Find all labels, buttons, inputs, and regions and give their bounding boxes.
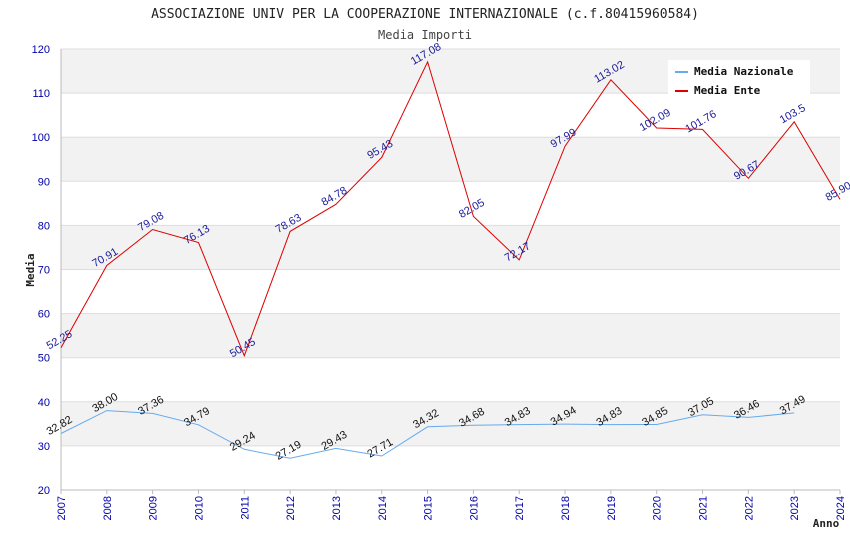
y-tick-label: 70 [38, 265, 50, 277]
y-tick-label: 40 [38, 397, 50, 409]
x-tick-label: 2017 [514, 496, 526, 520]
legend-label-ente: Media Ente [694, 84, 761, 97]
x-axis-label: Anno [813, 517, 840, 530]
plot-band [61, 313, 840, 358]
x-tick-label: 2023 [789, 496, 801, 520]
plot-band [61, 137, 840, 182]
legend: Media Nazionale Media Ente [668, 60, 810, 100]
plot-band [61, 401, 840, 446]
plot-band [61, 269, 840, 314]
chart-subtitle: Media Importi [378, 28, 472, 42]
plot-background [61, 49, 840, 490]
x-tick-label: 2012 [285, 496, 297, 520]
plot-band [61, 181, 840, 226]
y-tick-label: 120 [32, 44, 50, 56]
x-tick-label: 2007 [56, 496, 68, 520]
y-tick-label: 20 [38, 485, 50, 497]
x-tick-label: 2019 [606, 496, 618, 520]
x-tick-label: 2008 [102, 496, 114, 520]
y-tick-labels: 20 30 40 50 60 70 80 90 100 110 120 [32, 44, 50, 497]
axes [60, 49, 841, 494]
x-tick-label: 2009 [148, 496, 160, 520]
y-axis-label: Media [24, 253, 37, 286]
y-tick-label: 80 [38, 220, 50, 232]
x-tick-label: 2016 [468, 496, 480, 520]
legend-box [668, 60, 810, 100]
plot-band [61, 93, 840, 138]
x-tick-label: 2018 [560, 496, 572, 520]
y-tick-label: 100 [32, 132, 50, 144]
x-tick-labels: 2007 2008 2009 2010 2011 2012 2013 2014 2015 2016… [56, 496, 847, 520]
x-tick-label: 2020 [652, 496, 664, 520]
x-tick-label: 2021 [698, 496, 710, 520]
x-tick-label: 2010 [193, 496, 205, 520]
plot-band [61, 445, 840, 490]
series-lines [60, 60, 841, 459]
series-line-ente [60, 60, 841, 358]
y-tick-label: 60 [38, 309, 50, 321]
x-tick-label: 2011 [239, 496, 251, 520]
x-tick-label: 2024 [835, 496, 847, 520]
legend-label-nazionale: Media Nazionale [694, 65, 794, 78]
x-tick-label: 2015 [423, 496, 435, 520]
y-tick-label: 50 [38, 353, 50, 365]
x-tick-label: 2013 [331, 496, 343, 520]
plot-band [61, 225, 840, 270]
chart-title: ASSOCIAZIONE UNIV PER LA COOPERAZIONE IN… [151, 7, 699, 22]
plot-band [61, 357, 840, 402]
series-line-nazionale [60, 410, 795, 459]
x-tick-label: 2022 [743, 496, 755, 520]
x-tick-label: 2014 [377, 496, 389, 520]
y-tick-label: 30 [38, 441, 50, 453]
y-tick-label: 90 [38, 176, 50, 188]
y-tick-label: 110 [32, 88, 50, 100]
